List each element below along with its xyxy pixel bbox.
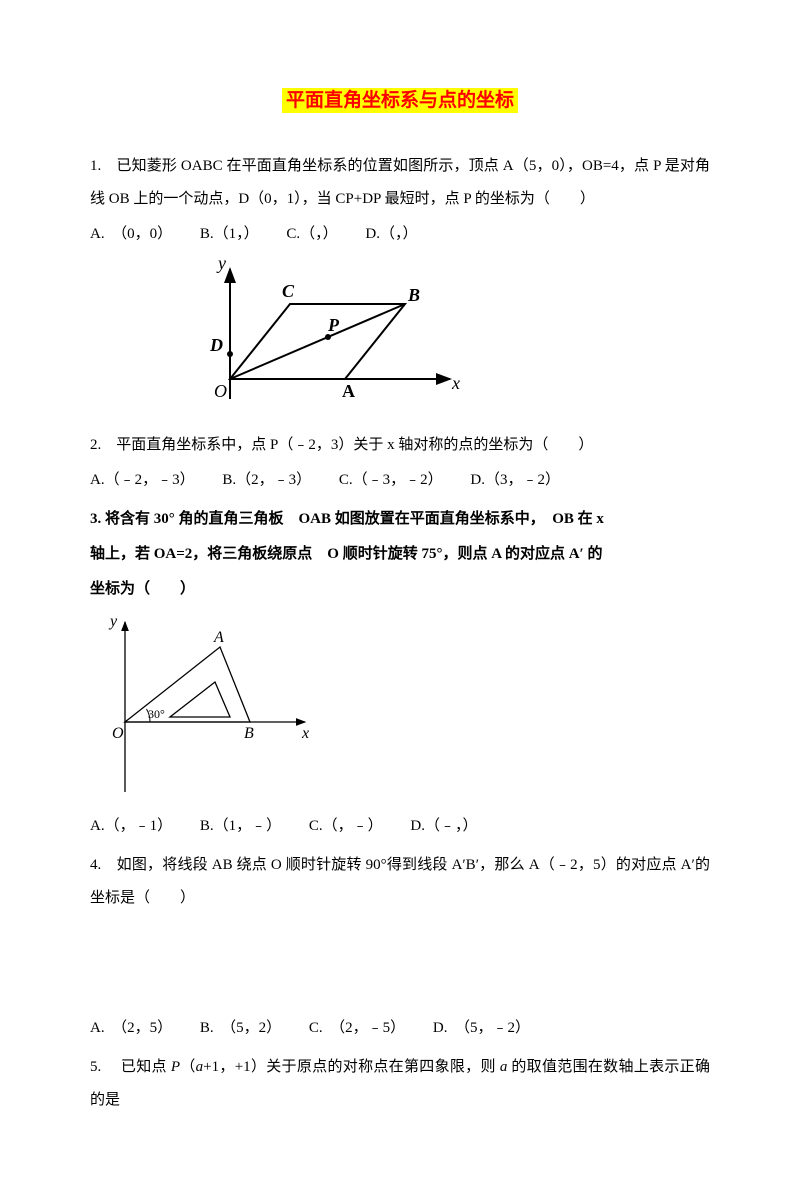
fig1-D: D — [209, 335, 223, 355]
q4-optA: A. （2，5） — [90, 1012, 172, 1045]
fig1-C: C — [282, 281, 295, 301]
figure-1: y x O A B C D P — [170, 259, 710, 419]
fig1-B: B — [407, 285, 420, 305]
q3-stem-2: 轴上，若 OA=2，将三角板绕原点 O 顺时针旋转 75°，则点 A 的对应点 … — [90, 538, 710, 571]
q2-optD: D.（3，﹣2） — [470, 464, 560, 497]
fig1-P: P — [327, 315, 340, 335]
fig1-x: x — [451, 373, 460, 393]
figure-2: y x O A B 30° — [100, 612, 710, 802]
q1-options: A. （0，0） B.（1，） C.（，） D.（，） — [90, 218, 710, 251]
q1-optB: B.（1，） — [200, 218, 259, 251]
q1-optD: D.（，） — [365, 218, 417, 251]
fig2-angle: 30° — [148, 707, 165, 721]
q2-optC: C.（﹣3，﹣2） — [339, 464, 443, 497]
page: 平面直角坐标系与点的坐标 1. 已知菱形 OABC 在平面直角坐标系的位置如图所… — [0, 0, 800, 1179]
q3-optB: B.（1，﹣） — [200, 810, 281, 843]
q2-optA: A.（﹣2，﹣3） — [90, 464, 195, 497]
q1-stem: 1. 已知菱形 OABC 在平面直角坐标系的位置如图所示，顶点 A（5，0），O… — [90, 150, 710, 216]
q3-stem-3: 坐标为（ ） — [90, 573, 710, 606]
fig1-A: A — [342, 381, 355, 401]
fig2-A: A — [213, 629, 224, 646]
q3-optD: D.（﹣，） — [410, 810, 477, 843]
fig2-B: B — [244, 725, 254, 742]
title-text: 平面直角坐标系与点的坐标 — [282, 88, 518, 113]
q4-optD: D. （5，﹣2） — [433, 1012, 530, 1045]
page-title: 平面直角坐标系与点的坐标 — [90, 80, 710, 122]
q4-optC: C. （2，﹣5） — [309, 1012, 405, 1045]
q3-options: A.（，﹣1） B.（1，﹣） C.（，﹣） D.（﹣，） — [90, 810, 710, 843]
q3-optA: A.（，﹣1） — [90, 810, 172, 843]
fig2-svg: y x O A B 30° — [100, 612, 320, 802]
q3-stem-1: 3. 将含有 30° 角的直角三角板 OAB 如图放置在平面直角坐标系中， OB… — [90, 503, 710, 536]
fig2-O: O — [112, 725, 124, 742]
fig1-y: y — [216, 259, 226, 273]
q4-figure-space — [90, 917, 710, 1012]
q4-stem: 4. 如图，将线段 AB 绕点 O 顺时针旋转 90°得到线段 A′B′，那么 … — [90, 849, 710, 915]
fig1-svg: y x O A B C D P — [170, 259, 470, 419]
q3-optC: C.（，﹣） — [309, 810, 383, 843]
q1-optC: C.（，） — [286, 218, 337, 251]
fig2-x: x — [301, 725, 309, 742]
q2-optB: B.（2，﹣3） — [222, 464, 311, 497]
q5-stem: 5. 已知点 P（a+1，+1）关于原点的对称点在第四象限，则 a 的取值范围在… — [90, 1051, 710, 1117]
fig1-O: O — [214, 381, 227, 401]
q1-optA: A. （0，0） — [90, 218, 172, 251]
q4-options: A. （2，5） B. （5，2） C. （2，﹣5） D. （5，﹣2） — [90, 1012, 710, 1045]
fig2-y: y — [108, 613, 118, 630]
q2-stem: 2. 平面直角坐标系中，点 P（﹣2，3）关于 x 轴对称的点的坐标为（ ） — [90, 429, 710, 462]
q2-options: A.（﹣2，﹣3） B.（2，﹣3） C.（﹣3，﹣2） D.（3，﹣2） — [90, 464, 710, 497]
q4-optB: B. （5，2） — [200, 1012, 281, 1045]
